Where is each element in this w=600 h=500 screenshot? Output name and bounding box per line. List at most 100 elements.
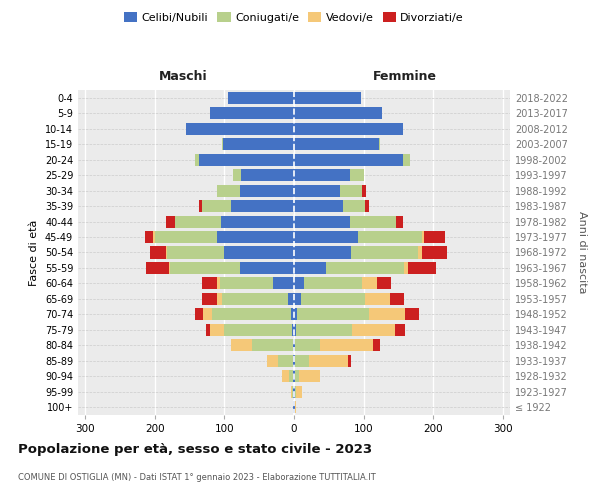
Bar [368, 308, 405, 320]
Bar [304, 278, 362, 289]
Bar [211, 324, 224, 336]
Bar [290, 386, 292, 398]
Bar [424, 231, 445, 243]
Bar [231, 200, 294, 212]
Bar [231, 340, 252, 351]
Bar [217, 231, 294, 243]
Bar [294, 386, 295, 398]
Bar [422, 246, 446, 258]
Bar [293, 340, 294, 351]
Bar [340, 184, 362, 196]
Bar [379, 138, 380, 150]
Bar [295, 355, 308, 367]
Bar [195, 154, 199, 166]
Bar [294, 184, 340, 196]
Bar [350, 169, 364, 181]
Bar [301, 293, 365, 305]
Bar [282, 370, 289, 382]
Bar [418, 246, 422, 258]
Bar [166, 216, 175, 228]
Bar [362, 278, 377, 289]
Text: Femmine: Femmine [373, 70, 437, 82]
Bar [292, 324, 294, 336]
Bar [320, 340, 373, 351]
Bar [212, 308, 290, 320]
Bar [211, 107, 294, 119]
Bar [166, 246, 167, 258]
Bar [294, 370, 295, 382]
Bar [362, 184, 366, 196]
Bar [273, 278, 294, 289]
Bar [365, 200, 368, 212]
Bar [167, 246, 224, 258]
Bar [351, 246, 418, 258]
Bar [292, 386, 293, 398]
Bar [294, 154, 403, 166]
Bar [390, 293, 404, 305]
Bar [373, 340, 380, 351]
Bar [224, 246, 294, 258]
Text: Popolazione per età, sesso e stato civile - 2023: Popolazione per età, sesso e stato civil… [18, 442, 372, 456]
Bar [405, 308, 419, 320]
Bar [293, 386, 294, 398]
Bar [395, 324, 405, 336]
Bar [220, 278, 273, 289]
Bar [206, 324, 211, 336]
Bar [289, 293, 294, 305]
Bar [294, 401, 295, 413]
Bar [294, 138, 379, 150]
Bar [295, 370, 299, 382]
Bar [155, 231, 217, 243]
Bar [217, 278, 220, 289]
Bar [293, 370, 294, 382]
Text: Maschi: Maschi [158, 70, 208, 82]
Bar [299, 370, 320, 382]
Bar [146, 262, 169, 274]
Bar [241, 169, 294, 181]
Bar [365, 293, 390, 305]
Bar [199, 154, 294, 166]
Bar [326, 262, 404, 274]
Bar [294, 122, 403, 134]
Bar [294, 107, 382, 119]
Bar [296, 324, 352, 336]
Bar [404, 262, 408, 274]
Bar [222, 138, 223, 150]
Bar [403, 154, 410, 166]
Bar [175, 216, 221, 228]
Bar [217, 293, 221, 305]
Bar [350, 216, 396, 228]
Bar [358, 231, 422, 243]
Bar [294, 308, 298, 320]
Bar [278, 355, 293, 367]
Bar [294, 278, 304, 289]
Legend: Celibi/Nubili, Coniugati/e, Vedovi/e, Divorziati/e: Celibi/Nubili, Coniugati/e, Vedovi/e, Di… [119, 8, 469, 28]
Bar [294, 324, 296, 336]
Bar [199, 200, 202, 212]
Bar [202, 200, 231, 212]
Bar [239, 184, 294, 196]
Bar [293, 355, 294, 367]
Bar [145, 231, 153, 243]
Bar [294, 355, 295, 367]
Text: COMUNE DI OSTIGLIA (MN) - Dati ISTAT 1° gennaio 2023 - Elaborazione TUTTITALIA.I: COMUNE DI OSTIGLIA (MN) - Dati ISTAT 1° … [18, 472, 376, 482]
Bar [294, 293, 301, 305]
Bar [202, 278, 217, 289]
Bar [289, 370, 293, 382]
Bar [308, 355, 347, 367]
Bar [396, 216, 403, 228]
Bar [186, 122, 294, 134]
Bar [347, 355, 351, 367]
Bar [217, 184, 239, 196]
Bar [294, 231, 358, 243]
Y-axis label: Anni di nascita: Anni di nascita [577, 211, 587, 294]
Bar [233, 169, 241, 181]
Bar [169, 262, 170, 274]
Bar [267, 355, 278, 367]
Bar [252, 340, 293, 351]
Bar [294, 92, 361, 104]
Bar [377, 278, 391, 289]
Bar [294, 340, 295, 351]
Bar [295, 386, 296, 398]
Y-axis label: Fasce di età: Fasce di età [29, 220, 39, 286]
